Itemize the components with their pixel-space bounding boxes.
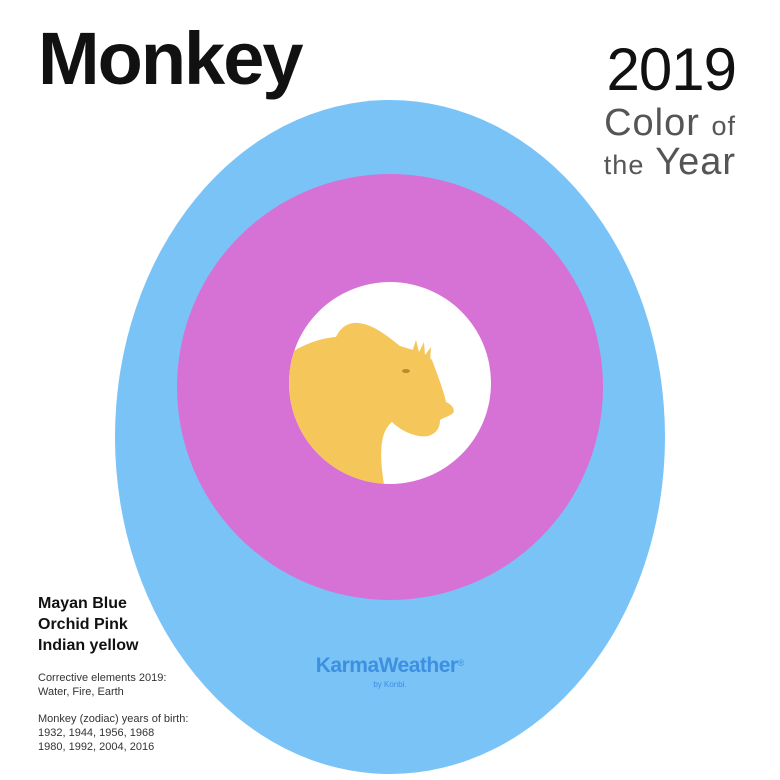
corrective-value: Water, Fire, Earth [38,686,124,698]
monkey-eye [402,369,410,373]
year-label: 2019 [606,36,737,103]
brand-name: KarmaWeather [315,654,458,677]
brand-registered-mark: ® [457,657,465,668]
color-names-list: Mayan Blue Orchid Pink Indian yellow [38,593,138,656]
subtitle-line-1: Color of [604,104,736,142]
brand-logo: KarmaWeather® by Konbi. [300,654,480,689]
monkey-head-icon [289,322,454,484]
page-title: Monkey [38,17,304,100]
brand-name-line: KarmaWeather® [300,654,480,678]
color-name-3: Indian yellow [38,637,139,654]
subtitle-of-word: of [711,111,736,141]
corrective-label: Corrective elements 2019: [38,672,167,684]
subtitle-color-word: Color [604,102,700,144]
birth-years: Monkey (zodiac) years of birth: 1932, 19… [38,712,188,754]
subtitle-year-word: Year [655,141,736,183]
color-name-1: Mayan Blue [38,595,127,612]
subtitle-line-2: the Year [604,143,736,181]
birth-years-label: Monkey (zodiac) years of birth: [38,713,189,725]
color-name-2: Orchid Pink [38,616,128,633]
subtitle-the-word: the [603,150,645,180]
birth-years-line-1: 1932, 1944, 1956, 1968 [38,727,155,739]
brand-byline: by Konbi. [373,680,407,689]
corrective-elements: Corrective elements 2019: Water, Fire, E… [38,671,166,699]
birth-years-line-2: 1980, 1992, 2004, 2016 [38,741,155,753]
